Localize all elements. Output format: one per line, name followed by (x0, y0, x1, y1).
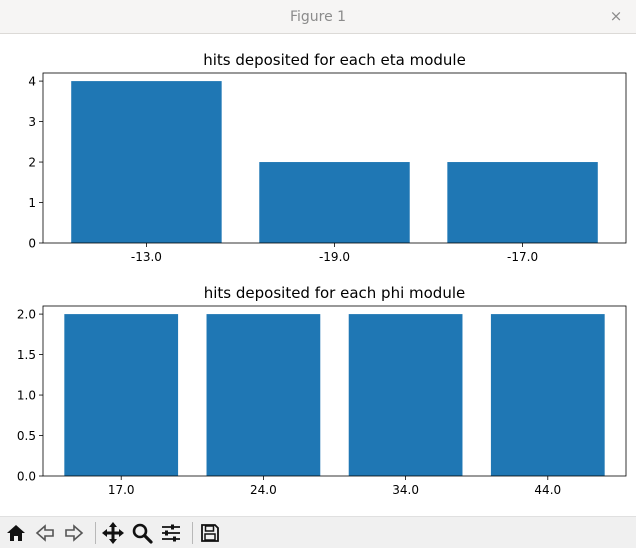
x-tick-label: 17.0 (108, 483, 135, 497)
navigation-toolbar (0, 516, 636, 548)
y-tick-label: 1 (28, 196, 36, 210)
zoom-icon[interactable] (129, 520, 155, 546)
y-tick-label: 1.5 (17, 348, 36, 362)
configure-subplots-icon[interactable] (158, 520, 184, 546)
chart-title: hits deposited for each eta module (203, 51, 466, 69)
y-tick-label: 1.0 (17, 389, 36, 403)
bar (259, 162, 410, 243)
x-tick-label: 44.0 (534, 483, 561, 497)
home-icon[interactable] (3, 520, 29, 546)
bar (206, 314, 321, 476)
y-tick-label: 4 (28, 75, 36, 89)
x-tick-label: 24.0 (250, 483, 277, 497)
forward-icon[interactable] (61, 520, 87, 546)
phi-module-chart: 17.0 24.0 34.0 44.0 0.0 0.5 1.0 1.5 2.0 hits depo… (17, 284, 627, 497)
toolbar-separator (192, 522, 193, 544)
toolbar-separator (95, 522, 96, 544)
save-icon[interactable] (197, 520, 223, 546)
bar (64, 314, 179, 476)
x-tick-label: -13.0 (131, 250, 162, 264)
bar (348, 314, 463, 476)
eta-module-chart: -13.0 -19.0 -17.0 0 1 2 3 4 hits deposited for e… (28, 51, 627, 264)
y-tick-label: 0 (28, 237, 36, 251)
y-tick-label: 2.0 (17, 308, 36, 322)
back-icon[interactable] (32, 520, 58, 546)
y-tick-label: 0.5 (17, 429, 36, 443)
y-tick-label: 3 (28, 115, 36, 129)
x-tick-label: -19.0 (319, 250, 350, 264)
close-icon[interactable]: × (609, 7, 623, 25)
x-tick-label: -17.0 (507, 250, 538, 264)
bar (71, 81, 222, 243)
chart-title: hits deposited for each phi module (204, 284, 465, 302)
window-titlebar: Figure 1 × (0, 0, 636, 34)
figure-canvas: -13.0 -19.0 -17.0 0 1 2 3 4 hits deposited for e… (17, 51, 627, 497)
bar (490, 314, 605, 476)
axes-frame (42, 305, 627, 477)
pan-icon[interactable] (100, 520, 126, 546)
window-title: Figure 1 (289, 9, 347, 25)
bar (447, 162, 598, 243)
x-tick-label: 34.0 (392, 483, 419, 497)
y-tick-label: 2 (28, 156, 36, 170)
y-tick-label: 0.0 (17, 470, 36, 484)
